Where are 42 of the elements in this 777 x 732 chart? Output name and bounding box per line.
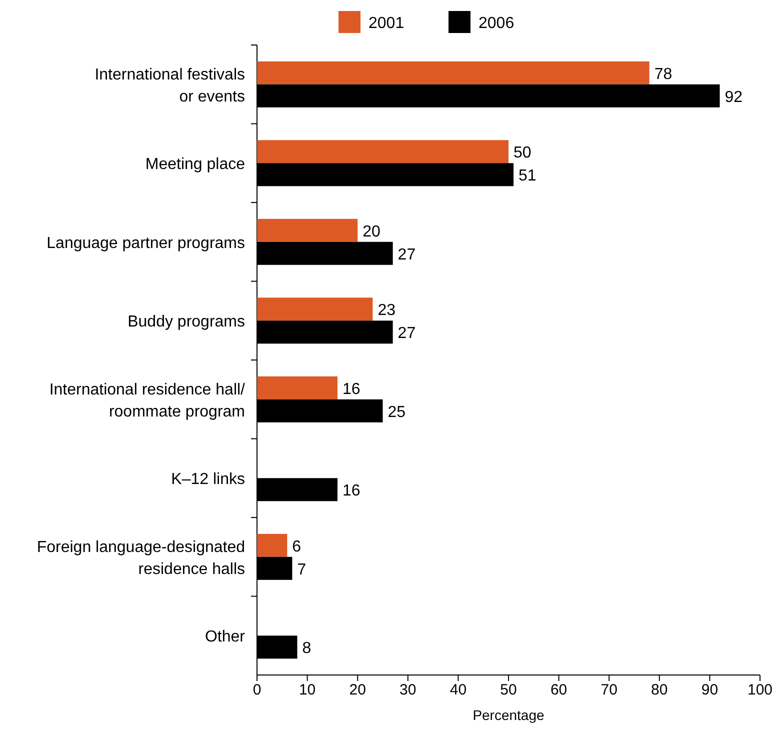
bar (257, 140, 508, 164)
x-tick-label: 30 (400, 682, 416, 699)
y-tick-label: Meeting place (145, 156, 246, 174)
data-label: 7 (297, 561, 306, 578)
data-label: 51 (518, 168, 536, 185)
data-label: 16 (342, 482, 360, 500)
data-label: 8 (302, 640, 312, 658)
y-tick-label: K–12 links (171, 471, 245, 488)
x-tick-label: 60 (550, 682, 568, 699)
x-tick-label: 10 (298, 682, 316, 699)
data-label: 27 (398, 246, 416, 264)
data-label: 50 (514, 144, 532, 162)
bar (257, 534, 288, 557)
data-label: 27 (398, 325, 416, 342)
x-axis-title: Percentage (472, 707, 545, 723)
data-label: 20 (362, 223, 380, 240)
data-label: 6 (292, 538, 302, 556)
x-tick-label: 80 (651, 682, 668, 699)
x-tick-label: 70 (600, 682, 618, 699)
y-tick-label: Other (204, 628, 246, 646)
bar (257, 61, 650, 84)
x-tick-label: 100 (747, 682, 773, 699)
bar (257, 218, 358, 242)
bar (257, 376, 338, 400)
data-label: 25 (388, 404, 406, 421)
legend-label: 2001 (368, 15, 404, 32)
y-tick-label: Foreign language-designated residence halls (36, 538, 245, 578)
data-label: 16 (342, 380, 360, 398)
y-tick-label: Language partner programs (46, 234, 245, 252)
y-tick-label: International festivals or events (94, 66, 245, 106)
y-tick-label: International residence hall/ roommate program (49, 381, 246, 420)
x-tick-label: 40 (450, 682, 467, 699)
bar (257, 298, 373, 321)
legend-label: 2006 (478, 15, 514, 32)
x-tick-label: 50 (500, 682, 517, 699)
x-tick-label: 90 (701, 682, 718, 699)
data-label: 23 (378, 302, 396, 320)
y-tick-label: Buddy programs (128, 314, 245, 331)
data-label: 78 (654, 66, 672, 83)
data-label: 92 (724, 88, 743, 106)
x-tick-label: 20 (349, 682, 366, 699)
x-tick-label: 0 (252, 682, 262, 699)
